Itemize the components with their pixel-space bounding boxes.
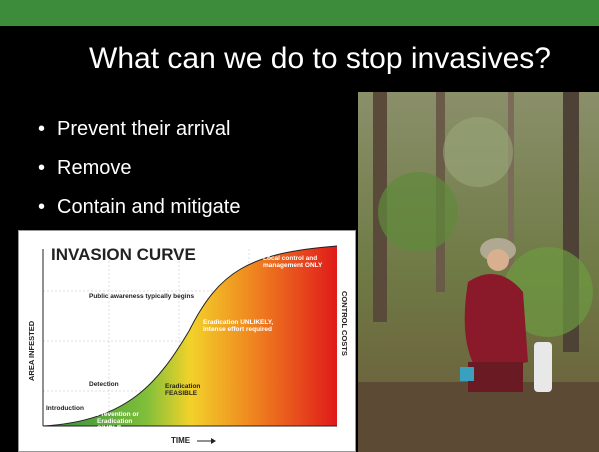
annotation: Eradication FEASIBLE <box>165 383 213 397</box>
invasion-curve-area <box>43 246 337 426</box>
jacket <box>465 274 528 372</box>
photo <box>358 92 599 452</box>
y2-axis-label: CONTROL COSTS <box>340 291 349 356</box>
slide: What can we do to stop invasives? Preven… <box>0 0 599 452</box>
y-axis-label: AREA INFESTED <box>27 321 36 381</box>
annotation: Introduction <box>46 405 96 412</box>
sprayer <box>534 342 552 392</box>
head <box>487 249 509 271</box>
slide-title: What can we do to stop invasives? <box>40 42 599 76</box>
invasion-curve-figure: INVASION CURVE Local control and managem… <box>18 230 356 452</box>
top-bar <box>0 0 599 26</box>
x-axis-label: TIME <box>171 437 190 444</box>
legs <box>468 362 523 392</box>
foliage <box>378 172 458 252</box>
annotation: Detection <box>89 381 139 388</box>
bullet: Remove <box>38 157 240 196</box>
time-arrow-head <box>211 438 216 444</box>
annotation: Local control and management ONLY <box>263 255 333 269</box>
bullet: Prevent their arrival <box>38 118 240 157</box>
annotation: Prevention or Eradication SIMPLE <box>97 411 157 432</box>
annotation: Eradication UNLIKELY, intense effort req… <box>203 319 281 333</box>
ground <box>358 382 599 452</box>
foliage <box>443 117 513 187</box>
annotation: Public awareness typically begins <box>89 293 229 300</box>
figure-title: INVASION CURVE <box>51 245 196 265</box>
glove <box>460 367 474 381</box>
bullet-list: Prevent their arrival Remove Contain and… <box>38 118 240 235</box>
